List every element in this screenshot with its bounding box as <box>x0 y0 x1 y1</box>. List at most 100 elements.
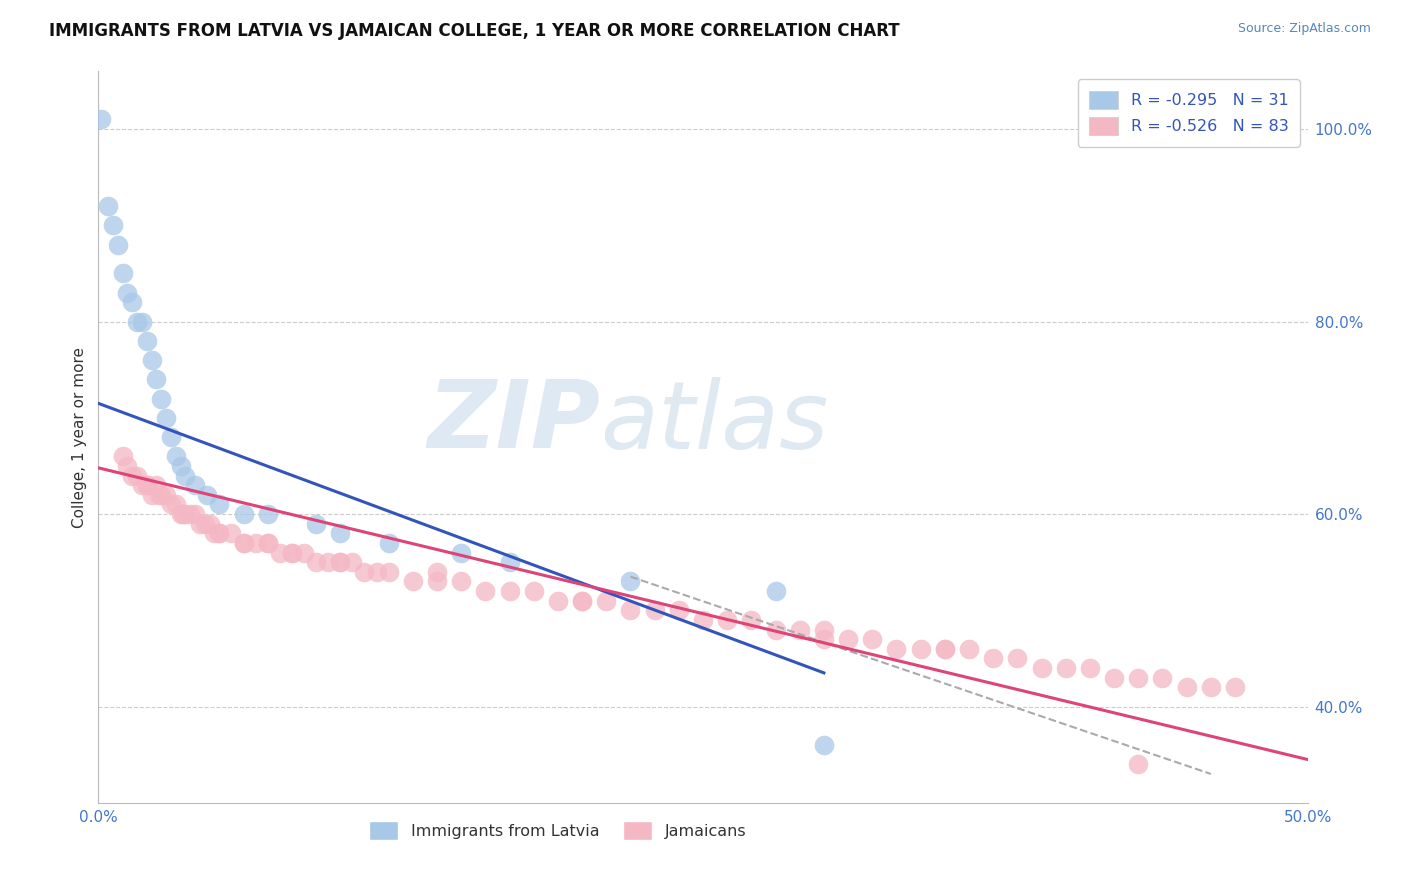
Point <box>169 458 191 473</box>
Point <box>121 468 143 483</box>
Point <box>111 267 134 281</box>
Point <box>111 450 134 464</box>
Point <box>716 613 738 627</box>
Point <box>934 641 956 656</box>
Point <box>101 219 124 233</box>
Point <box>860 632 883 647</box>
Point <box>1054 661 1077 675</box>
Point <box>127 315 149 329</box>
Point <box>498 555 520 569</box>
Point <box>353 565 375 579</box>
Point <box>194 516 217 531</box>
Point <box>172 507 194 521</box>
Point <box>155 410 177 425</box>
Point <box>150 392 173 406</box>
Point <box>668 603 690 617</box>
Point <box>740 613 762 627</box>
Point <box>981 651 1004 665</box>
Point <box>127 468 149 483</box>
Point <box>148 488 170 502</box>
Text: Source: ZipAtlas.com: Source: ZipAtlas.com <box>1237 22 1371 36</box>
Text: atlas: atlas <box>600 377 828 468</box>
Point <box>1031 661 1053 675</box>
Point <box>765 623 787 637</box>
Point <box>165 450 187 464</box>
Point <box>789 623 811 637</box>
Point <box>179 507 201 521</box>
Point <box>619 574 641 589</box>
Point <box>644 603 666 617</box>
Point <box>450 545 472 559</box>
Point <box>316 555 339 569</box>
Text: ZIP: ZIP <box>427 376 600 468</box>
Point <box>256 536 278 550</box>
Point <box>256 507 278 521</box>
Point <box>402 574 425 589</box>
Point <box>1102 671 1125 685</box>
Point <box>1128 757 1150 772</box>
Point <box>342 555 364 569</box>
Point <box>329 555 352 569</box>
Point <box>1223 681 1246 695</box>
Point <box>169 507 191 521</box>
Point <box>184 507 207 521</box>
Point <box>523 584 546 599</box>
Point <box>150 488 173 502</box>
Point <box>131 315 153 329</box>
Point <box>97 199 120 213</box>
Point <box>256 536 278 550</box>
Point <box>366 565 388 579</box>
Point <box>135 478 157 492</box>
Point <box>145 372 167 386</box>
Point <box>595 593 617 607</box>
Point <box>232 507 254 521</box>
Y-axis label: College, 1 year or more: College, 1 year or more <box>72 347 87 527</box>
Point <box>155 488 177 502</box>
Point <box>188 516 211 531</box>
Point <box>221 526 243 541</box>
Point <box>474 584 496 599</box>
Point <box>934 641 956 656</box>
Point <box>910 641 932 656</box>
Point <box>329 526 352 541</box>
Point <box>90 112 112 127</box>
Point <box>886 641 908 656</box>
Point <box>547 593 569 607</box>
Point <box>1078 661 1101 675</box>
Point <box>208 526 231 541</box>
Point <box>813 738 835 752</box>
Point <box>135 478 157 492</box>
Point <box>692 613 714 627</box>
Point <box>1128 671 1150 685</box>
Point <box>269 545 291 559</box>
Point <box>160 498 183 512</box>
Point <box>160 430 183 444</box>
Legend: Immigrants from Latvia, Jamaicans: Immigrants from Latvia, Jamaicans <box>363 814 754 846</box>
Point <box>165 498 187 512</box>
Point <box>145 478 167 492</box>
Point <box>195 488 218 502</box>
Point <box>377 536 399 550</box>
Point <box>377 565 399 579</box>
Point <box>571 593 593 607</box>
Point <box>121 295 143 310</box>
Point <box>329 555 352 569</box>
Point <box>174 468 197 483</box>
Point <box>1199 681 1222 695</box>
Point <box>281 545 304 559</box>
Point <box>813 632 835 647</box>
Point <box>765 584 787 599</box>
Point <box>198 516 221 531</box>
Point <box>1152 671 1174 685</box>
Point <box>117 285 139 300</box>
Point <box>135 334 157 348</box>
Point <box>245 536 267 550</box>
Point <box>184 478 207 492</box>
Point <box>1007 651 1029 665</box>
Point <box>131 478 153 492</box>
Point <box>450 574 472 589</box>
Point <box>305 516 328 531</box>
Point <box>957 641 980 656</box>
Text: IMMIGRANTS FROM LATVIA VS JAMAICAN COLLEGE, 1 YEAR OR MORE CORRELATION CHART: IMMIGRANTS FROM LATVIA VS JAMAICAN COLLE… <box>49 22 900 40</box>
Point <box>426 565 449 579</box>
